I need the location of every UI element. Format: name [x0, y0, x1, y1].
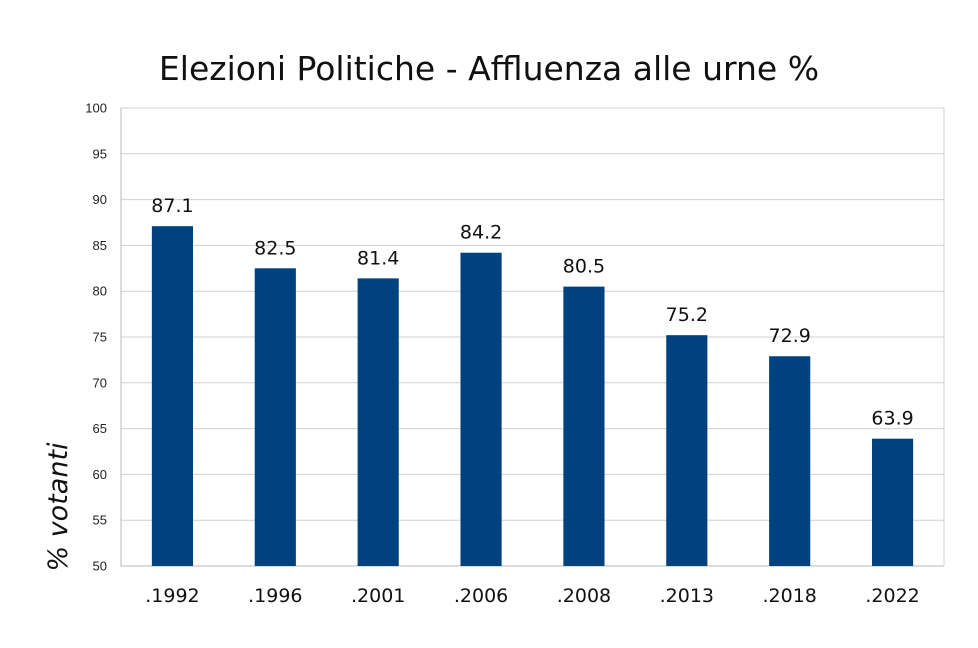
y-tick-label: 80	[93, 284, 107, 299]
bar	[871, 438, 914, 566]
data-label: 87.1	[151, 195, 193, 217]
y-tick-label: 65	[93, 421, 107, 436]
bar	[563, 286, 605, 566]
bar	[460, 252, 502, 566]
data-label: 80.5	[563, 256, 605, 278]
bar	[151, 226, 194, 566]
x-tick-label: .1992	[145, 585, 199, 607]
x-tick-label: .2008	[557, 585, 611, 607]
data-label: 72.9	[769, 325, 811, 347]
bar	[254, 268, 296, 566]
bar	[357, 278, 399, 566]
y-tick-label: 50	[93, 559, 107, 574]
y-axis-title: % votanti	[43, 442, 74, 572]
bars	[151, 226, 914, 566]
axes: 50 55 60 65 70 75 80 85 90 95 100 .1992 .1996 .2001 .2…	[85, 101, 945, 607]
data-labels: 87.1 82.5 81.4 84.2 80.5 75.2 72.9 63.9	[151, 195, 913, 430]
x-tick-label: .2022	[865, 585, 919, 607]
bar	[666, 335, 708, 566]
data-label: 81.4	[357, 247, 399, 269]
x-tick-label: .2006	[454, 585, 508, 607]
y-tick-label: 100	[85, 101, 107, 116]
data-label: 75.2	[666, 304, 708, 326]
y-tick-label: 85	[93, 238, 107, 253]
y-tick-label: 55	[93, 513, 107, 528]
y-tick-label: 70	[93, 375, 107, 390]
y-tick-label: 95	[93, 146, 107, 161]
x-tick-label: .2013	[660, 585, 714, 607]
bar	[769, 356, 811, 566]
x-tick-label: .1996	[248, 585, 302, 607]
x-tick-label: .2001	[351, 585, 405, 607]
data-label: 84.2	[460, 222, 502, 244]
x-tick-label: .2018	[762, 585, 816, 607]
data-label: 63.9	[871, 408, 913, 430]
data-label: 82.5	[254, 237, 296, 259]
y-tick-label: 75	[93, 330, 107, 345]
y-tick-label: 60	[93, 467, 107, 482]
chart-title: Elezioni Politiche - Affluenza alle urne…	[159, 49, 819, 88]
y-tick-label: 90	[93, 192, 107, 207]
